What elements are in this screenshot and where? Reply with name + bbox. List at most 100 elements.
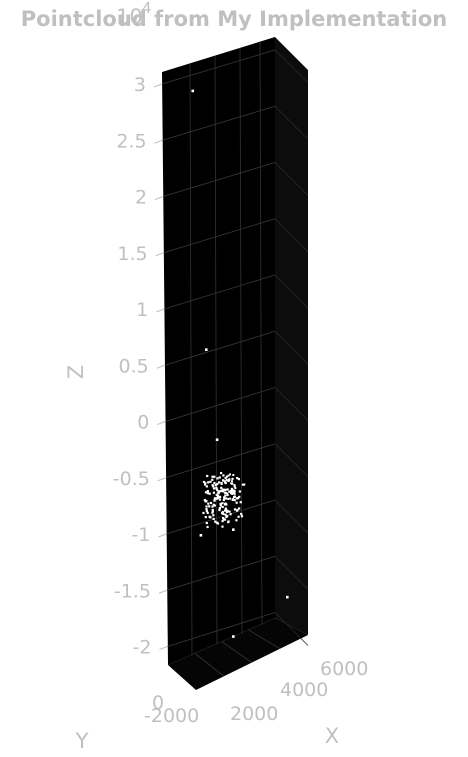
- data-point: [217, 492, 220, 495]
- data-point: [224, 494, 227, 497]
- gridline: [165, 443, 276, 479]
- z-tick-label: 1: [136, 299, 148, 321]
- data-point: [232, 528, 235, 531]
- data-point: [223, 491, 227, 494]
- data-point: [212, 503, 215, 506]
- data-point: [205, 510, 208, 513]
- data-point: [214, 520, 217, 523]
- data-point: [215, 438, 219, 441]
- data-point: [212, 517, 215, 520]
- data-point: [241, 483, 245, 486]
- data-point: [221, 502, 224, 505]
- data-point: [225, 491, 228, 494]
- data-point: [205, 348, 208, 351]
- data-point: [228, 490, 231, 493]
- data-point: [230, 487, 233, 491]
- gridline: [274, 387, 309, 421]
- data-point: [226, 493, 229, 497]
- z-axis-label: Z: [64, 365, 88, 379]
- data-point: [209, 501, 213, 505]
- data-point: [233, 498, 236, 502]
- data-point: [205, 521, 208, 525]
- data-point: [224, 481, 227, 484]
- data-point: [230, 482, 233, 485]
- data-point: [205, 485, 208, 488]
- gridline: [274, 499, 309, 534]
- data-point: [226, 514, 229, 518]
- gridline: [274, 162, 309, 196]
- data-point: [219, 471, 223, 475]
- data-point: [216, 477, 219, 480]
- data-point: [222, 517, 225, 520]
- data-point: [206, 474, 209, 478]
- data-point: [231, 491, 234, 494]
- data-point: [219, 502, 222, 506]
- gridline: [274, 49, 309, 84]
- data-point: [211, 475, 214, 478]
- data-point: [233, 508, 237, 511]
- data-point: [233, 490, 236, 493]
- data-point: [215, 521, 218, 524]
- data-point: [232, 489, 235, 492]
- data-point: [204, 516, 207, 519]
- z-tick: [154, 139, 163, 144]
- gridline: [274, 218, 309, 253]
- gridline: [248, 629, 281, 650]
- gridline: [166, 499, 276, 535]
- data-point: [225, 497, 228, 500]
- data-point: [205, 508, 208, 511]
- data-point: [226, 475, 229, 478]
- data-point: [221, 512, 224, 515]
- z-tick: [154, 196, 164, 200]
- data-point: [232, 635, 235, 638]
- data-point: [223, 496, 226, 500]
- data-point: [232, 474, 235, 477]
- data-point: [240, 515, 244, 518]
- gridline: [221, 641, 253, 663]
- data-point: [202, 511, 205, 515]
- data-point: [231, 499, 234, 502]
- data-point: [214, 484, 217, 487]
- data-point: [213, 504, 216, 507]
- data-point: [231, 482, 234, 485]
- z-tick-label: -0.5: [113, 468, 150, 490]
- data-point: [218, 481, 221, 484]
- data-point: [227, 520, 230, 524]
- data-point: [206, 525, 209, 529]
- data-point: [222, 518, 226, 521]
- data-point: [207, 481, 210, 484]
- gridline: [194, 652, 225, 677]
- axes-wall-right: [275, 37, 308, 635]
- z-tick-label: 0.5: [119, 355, 149, 377]
- data-point: [233, 484, 236, 487]
- data-point: [227, 479, 231, 482]
- z-tick-label: 2.5: [116, 130, 146, 152]
- data-point: [216, 497, 219, 500]
- data-point: [227, 474, 230, 477]
- data-point: [224, 507, 227, 510]
- x-tick-label: 4000: [280, 679, 328, 701]
- data-point: [239, 501, 242, 504]
- data-point: [223, 509, 227, 512]
- data-point: [205, 505, 208, 508]
- data-point: [231, 477, 234, 480]
- data-point: [232, 497, 235, 500]
- z-tick: [156, 308, 165, 313]
- data-point: [238, 507, 241, 510]
- data-point: [225, 478, 228, 481]
- data-point: [211, 508, 214, 512]
- data-point: [233, 485, 236, 488]
- y-axis-label: Y: [75, 729, 89, 753]
- y-tick-label: -2000: [144, 705, 199, 727]
- data-point: [215, 493, 218, 497]
- data-point: [199, 534, 203, 537]
- data-point: [237, 497, 240, 500]
- gridline: [214, 55, 218, 645]
- data-point: [217, 490, 220, 493]
- data-point: [286, 595, 289, 599]
- z-tick: [156, 364, 165, 369]
- x-tick-label: 2000: [230, 703, 278, 725]
